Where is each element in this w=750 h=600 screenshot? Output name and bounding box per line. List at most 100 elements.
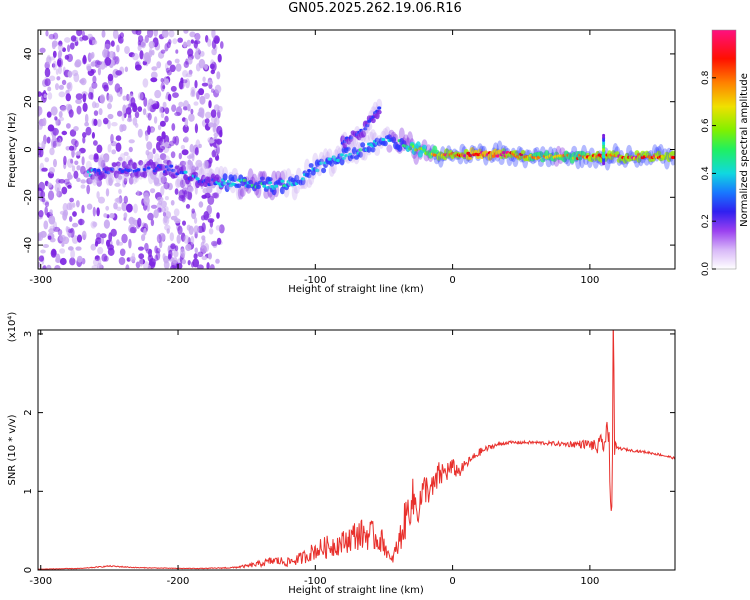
noise-cell [92, 221, 98, 227]
ridge-cell [670, 150, 675, 156]
noise-cell [148, 258, 156, 267]
noise-cell [125, 203, 133, 213]
ridge-cell [308, 163, 314, 168]
ridge-cell [351, 146, 357, 155]
noise-cell [193, 253, 198, 260]
noise-cell [72, 222, 79, 228]
ridge-cell [271, 187, 277, 196]
noise-cell [65, 146, 71, 151]
noise-cell [81, 156, 85, 166]
noise-cell [82, 93, 87, 103]
noise-cell [183, 30, 189, 34]
noise-cell [80, 184, 86, 189]
ridge-core-cell [110, 167, 115, 171]
noise-cell [191, 151, 195, 162]
noise-cell [71, 165, 76, 172]
ridge-halo-cell [115, 173, 122, 184]
noise-cell [79, 218, 83, 226]
noise-cell [110, 133, 114, 144]
ridge-halo-cell [386, 144, 393, 153]
noise-cell [218, 224, 225, 234]
noise-cell [172, 136, 177, 144]
noise-cell [210, 109, 217, 118]
noise-cell [71, 69, 79, 77]
noise-cell [74, 160, 79, 166]
noise-cell [188, 225, 194, 235]
ridge-cell [132, 162, 138, 170]
noise-cell [96, 60, 102, 66]
ridge-halo-cell [643, 156, 650, 166]
ridge-halo-cell [158, 171, 164, 186]
noise-cell [161, 30, 169, 38]
noise-cell [45, 56, 52, 65]
noise-cell [90, 61, 96, 67]
ridge-cell [366, 146, 372, 153]
noise-cell [121, 233, 128, 244]
noise-cell [90, 69, 96, 74]
ridge-core-cell [301, 177, 305, 181]
noise-cell [189, 31, 196, 38]
noise-cell [93, 110, 99, 116]
noise-cell [121, 201, 128, 212]
noise-cell [125, 264, 130, 269]
noise-cell [46, 136, 51, 144]
noise-cell [42, 117, 47, 127]
spike-cell [602, 133, 606, 137]
noise-cell [159, 153, 167, 161]
noise-cell [193, 40, 198, 49]
colorbar-tick-label: 0.8 [701, 70, 711, 85]
noise-cell [158, 232, 166, 242]
ridge-cell [216, 176, 222, 184]
ridge-halo-cell [105, 170, 112, 186]
noise-cell [93, 118, 98, 126]
noise-cell [114, 182, 121, 187]
noise-cell [98, 108, 103, 116]
noise-cell [156, 135, 163, 142]
noise-cell [167, 93, 172, 102]
ridge-cell [236, 183, 242, 188]
noise-cell [38, 210, 44, 218]
noise-cell [48, 215, 56, 225]
noise-cell [40, 249, 46, 254]
noise-cell [211, 30, 216, 39]
ridge-core-cell [167, 168, 172, 172]
noise-cell [86, 177, 93, 185]
noise-cell [160, 200, 167, 208]
ridge-halo-cell [350, 133, 357, 149]
noise-cell [100, 233, 107, 239]
noise-cell [98, 196, 105, 204]
noise-cell [211, 240, 218, 247]
ridge-cell [246, 184, 252, 189]
noise-cell [180, 248, 186, 258]
noise-cell [46, 111, 52, 118]
noise-cell [163, 182, 170, 190]
ridge-core-cell [414, 148, 419, 152]
noise-cell [216, 212, 220, 219]
noise-cell [92, 206, 96, 217]
noise-cell [65, 225, 69, 233]
noise-cell [39, 47, 46, 53]
ridge-core-cell [349, 136, 353, 140]
noise-cell [54, 265, 61, 269]
noise-cell [187, 260, 191, 266]
ridge-core-cell [501, 151, 506, 155]
noise-cell [204, 243, 210, 252]
noise-cell [169, 232, 174, 242]
noise-cell [89, 39, 93, 45]
noise-cell [96, 232, 102, 240]
noise-cell [133, 203, 138, 214]
noise-cell [71, 235, 79, 244]
noise-cell [88, 92, 93, 100]
noise-cell [190, 86, 196, 94]
noise-cell [160, 49, 166, 54]
noise-cell [107, 244, 114, 251]
ridge-core-cell [272, 186, 277, 190]
snr-multiplier-label: (x10⁴) [7, 312, 18, 343]
ridge-cell [111, 162, 117, 168]
noise-cell [51, 40, 58, 47]
noise-cell [93, 154, 99, 163]
x-tick-label: -200 [167, 275, 190, 286]
noise-cell [156, 141, 161, 151]
ridge-cell [376, 109, 382, 115]
